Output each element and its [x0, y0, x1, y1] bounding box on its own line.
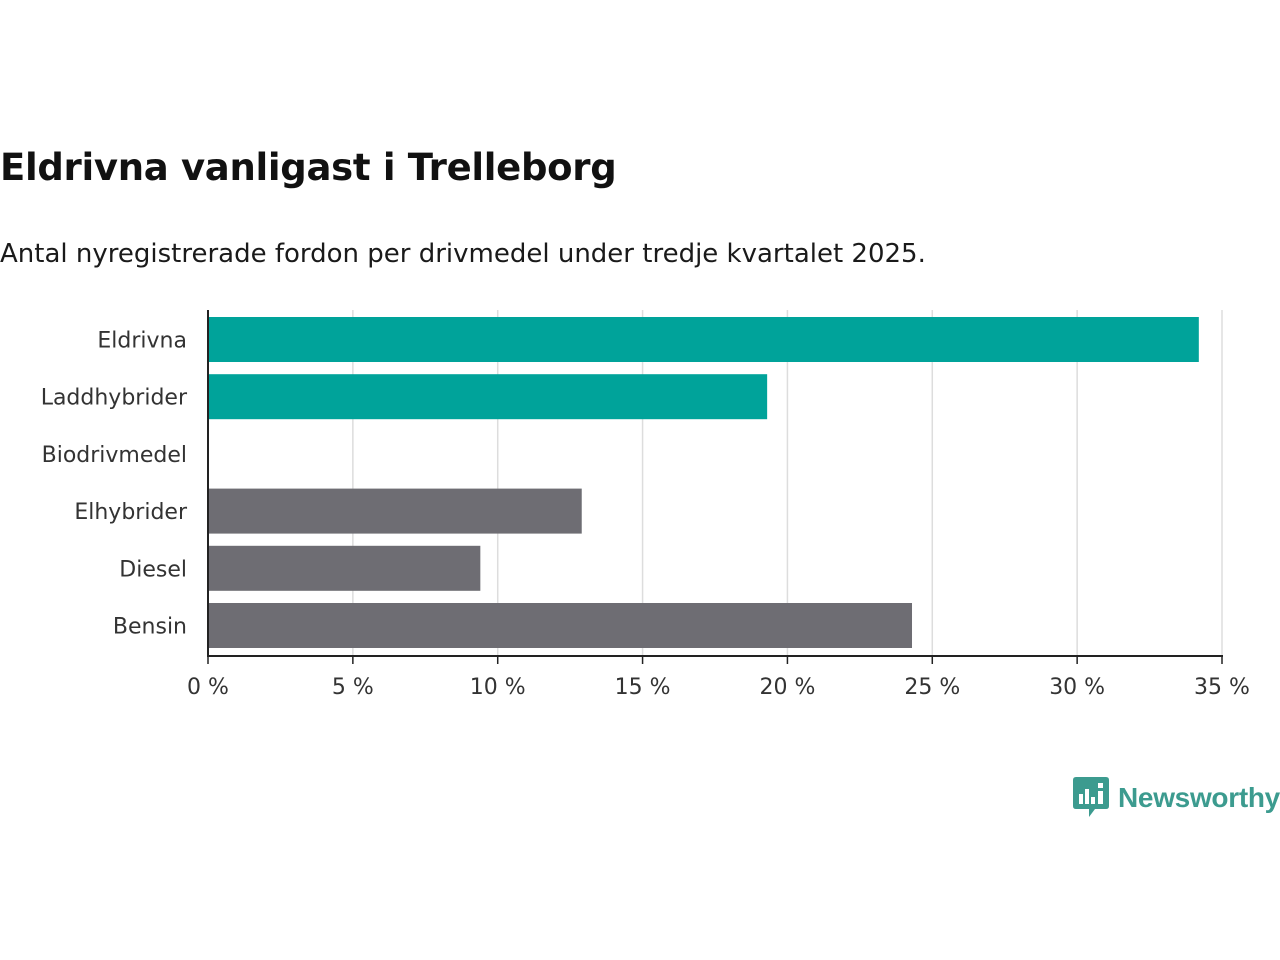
category-label-bensin: Bensin	[113, 615, 187, 640]
x-tick-label: 0 %	[187, 675, 229, 700]
x-tick-label: 30 %	[1049, 675, 1105, 700]
newsworthy-logo: Newsworthy	[1073, 776, 1280, 820]
bar-diesel	[208, 545, 481, 591]
category-label-diesel: Diesel	[119, 557, 187, 582]
category-label-elhybrider: Elhybrider	[74, 500, 188, 525]
bar-laddhybrider	[208, 374, 768, 420]
x-tick-label: 15 %	[615, 675, 671, 700]
category-label-biodrivmedel: Biodrivmedel	[42, 443, 187, 468]
x-tick-label: 25 %	[904, 675, 960, 700]
chart-title: Eldrivna vanligast i Trelleborg	[0, 146, 617, 189]
x-tick-label: 20 %	[759, 675, 815, 700]
bar-bensin	[208, 603, 913, 648]
x-tick-label: 35 %	[1194, 675, 1250, 700]
grid-lines	[352, 310, 1223, 656]
x-tick-label: 5 %	[332, 675, 374, 700]
x-tick-label: 10 %	[470, 675, 526, 700]
bars	[208, 317, 1199, 648]
category-labels: Eldrivna Laddhybrider Biodrivmedel Elhybrid…	[41, 329, 188, 640]
bar-elhybrider	[208, 488, 582, 534]
bar-eldrivna	[208, 317, 1199, 362]
x-axis: 0 % 5 % 10 % 15 % 20 % 25 % 30 % 35 %	[187, 310, 1250, 700]
logo-wordmark: Newsworthy	[1118, 782, 1280, 813]
bar-chart-bubble-icon	[1073, 777, 1109, 817]
category-label-eldrivna: Eldrivna	[97, 329, 187, 354]
category-label-laddhybrider: Laddhybrider	[41, 386, 188, 411]
chart-subtitle: Antal nyregistrerade fordon per drivmede…	[0, 239, 926, 269]
